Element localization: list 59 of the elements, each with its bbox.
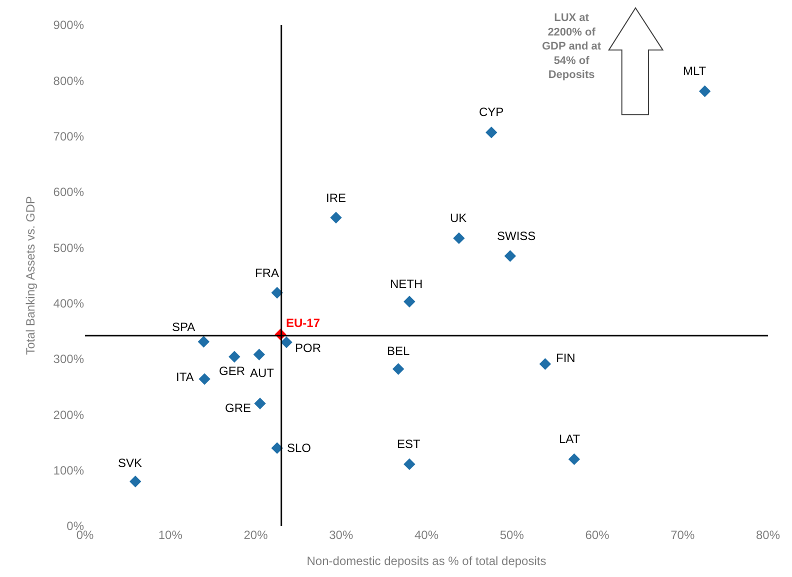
point: [698, 85, 711, 98]
point: [228, 350, 240, 363]
series-label: EU-17: [286, 316, 320, 330]
point: [254, 398, 266, 410]
x-tick-label: 60%: [585, 528, 610, 542]
point: [392, 363, 404, 375]
annotation: GRE: [225, 401, 252, 415]
y-tick-label: 100%: [53, 464, 84, 478]
annotation: AUT: [250, 366, 275, 380]
x-tick-label: 70%: [670, 528, 695, 542]
annotation: SWISS: [497, 229, 536, 243]
point: [330, 212, 342, 224]
y-tick-label: 300%: [53, 352, 84, 366]
annotation: FIN: [556, 351, 576, 365]
annotation: FRA: [255, 266, 279, 280]
point: [568, 453, 580, 466]
annotation: LUX at 2200% of GDP and at 54% of Deposits: [542, 12, 602, 82]
point: [198, 373, 210, 385]
annotation: BEL: [387, 344, 410, 358]
point: [404, 458, 416, 470]
annotation: UK: [450, 211, 467, 225]
point: [504, 250, 516, 262]
x-tick-label: 30%: [329, 528, 354, 542]
annotation: SPA: [172, 320, 196, 334]
annotation: SLO: [287, 441, 312, 455]
annotation: IRE: [326, 191, 346, 205]
point: [404, 296, 416, 308]
x-tick-label: 80%: [756, 528, 780, 542]
x-tick-label: 10%: [158, 528, 183, 542]
x-tick-label: 50%: [500, 528, 524, 542]
point: [198, 336, 210, 348]
point: [539, 358, 552, 370]
point: [486, 126, 498, 138]
y-tick-label: 800%: [53, 74, 84, 88]
y-tick-label: 600%: [53, 185, 84, 200]
annotation: SVK: [118, 456, 142, 470]
annotation: POR: [295, 341, 322, 355]
x-axis-title: Non-domestic deposits as % of total deposits: [306, 554, 546, 568]
y-tick-label: 200%: [53, 408, 84, 422]
y-tick-label: 400%: [53, 296, 84, 311]
y-axis-title: Total Banking Assets vs. GDP: [24, 196, 38, 355]
annotation: ITA: [176, 370, 194, 384]
annotation: EST: [397, 437, 422, 451]
y-tick-label: 700%: [53, 130, 84, 144]
annotation: NETH: [390, 277, 423, 291]
y-tick-label: 500%: [53, 240, 84, 255]
point: [253, 348, 266, 360]
annotation: MLT: [683, 64, 707, 78]
annotation: CYP: [479, 105, 504, 119]
point: [130, 476, 142, 488]
point: [453, 232, 465, 244]
y-tick-label: 900%: [53, 18, 84, 32]
point: [280, 336, 292, 348]
point: [271, 286, 283, 299]
x-tick-label: 20%: [244, 528, 268, 542]
point: [271, 442, 283, 454]
annotation: LAT: [559, 432, 581, 446]
x-tick-label: 40%: [414, 528, 439, 542]
annotation: GER: [219, 364, 246, 378]
